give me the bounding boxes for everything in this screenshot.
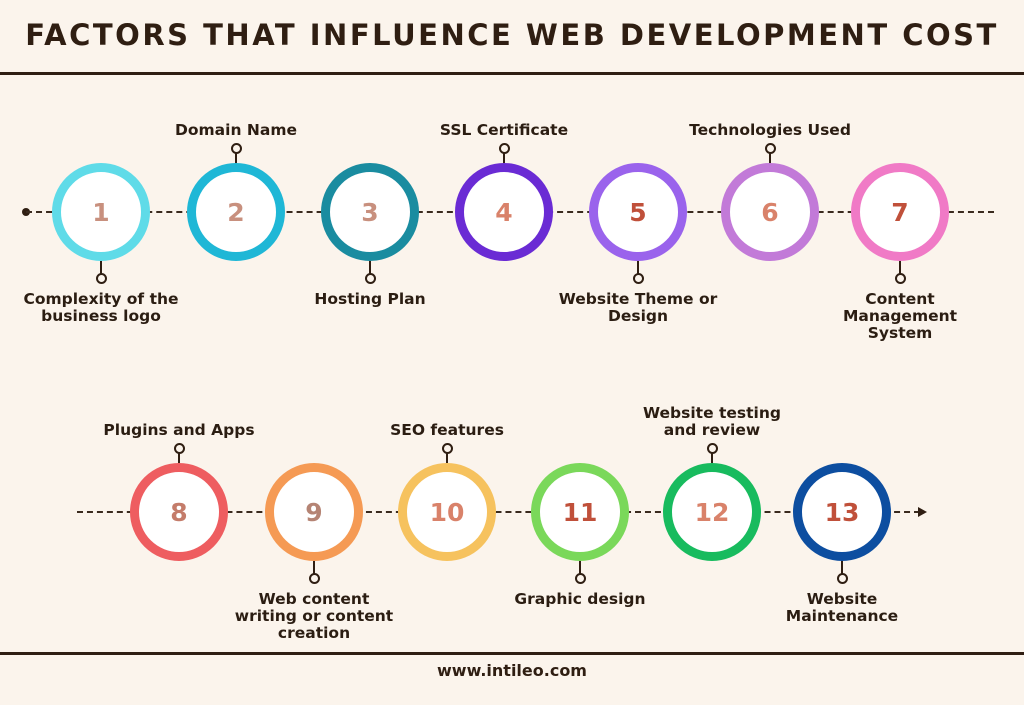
- step-circle-10: 10: [398, 463, 496, 561]
- step-number: 10: [429, 497, 465, 527]
- step-label-7: Content Management System: [842, 290, 958, 342]
- connector-knob: [231, 143, 242, 154]
- step-number: 4: [495, 197, 513, 227]
- bottom-divider: [0, 652, 1024, 655]
- step-label-5: Website Theme or Design: [558, 290, 718, 325]
- step-circle-9: 9: [265, 463, 363, 561]
- connector-knob: [365, 273, 376, 284]
- step-circle-12: 12: [663, 463, 761, 561]
- step-number: 6: [761, 197, 779, 227]
- connector-knob: [174, 443, 185, 454]
- connector-stem: [503, 149, 505, 163]
- connector-knob: [765, 143, 776, 154]
- connector-stem: [841, 561, 843, 575]
- step-label-4: SSL Certificate: [439, 121, 569, 139]
- step-number: 2: [227, 197, 245, 227]
- step-label-3: Hosting Plan: [314, 290, 426, 308]
- step-number: 9: [305, 497, 323, 527]
- infographic-title: FACTORS THAT INFLUENCE WEB DEVELOPMENT C…: [25, 18, 999, 52]
- arrow-head-icon: [918, 507, 927, 517]
- step-label-8: Plugins and Apps: [103, 421, 255, 439]
- connector-stem: [899, 261, 901, 275]
- step-circle-6: 6: [721, 163, 819, 261]
- connector-stem: [235, 149, 237, 163]
- step-number: 13: [824, 497, 860, 527]
- connector-knob: [442, 443, 453, 454]
- step-circle-13: 13: [793, 463, 891, 561]
- step-label-10: SEO features: [390, 421, 504, 439]
- step-label-1: Complexity of the business logo: [23, 290, 179, 325]
- connector-stem: [579, 561, 581, 575]
- step-circle-1: 1: [52, 163, 150, 261]
- step-circle-3: 3: [321, 163, 419, 261]
- step-number: 5: [629, 197, 647, 227]
- connector-knob: [633, 273, 644, 284]
- connector-stem: [100, 261, 102, 275]
- connector-stem: [711, 449, 713, 463]
- connector-stem: [769, 149, 771, 163]
- step-label-12: Website testing and review: [642, 404, 781, 439]
- connector-knob: [309, 573, 320, 584]
- step-circle-2: 2: [187, 163, 285, 261]
- connector-knob: [895, 273, 906, 284]
- step-number: 3: [361, 197, 379, 227]
- connector-knob: [575, 573, 586, 584]
- connector-stem: [446, 449, 448, 463]
- connector-stem: [369, 261, 371, 275]
- step-number: 11: [562, 497, 598, 527]
- connector-knob: [96, 273, 107, 284]
- step-circle-5: 5: [589, 163, 687, 261]
- connector-knob: [499, 143, 510, 154]
- connector-stem: [178, 449, 180, 463]
- step-circle-11: 11: [531, 463, 629, 561]
- step-label-6: Technologies Used: [689, 121, 851, 139]
- top-divider: [0, 72, 1024, 75]
- timeline-connector: [77, 511, 920, 513]
- step-number: 8: [170, 497, 188, 527]
- connector-stem: [313, 561, 315, 575]
- connector-knob: [837, 573, 848, 584]
- step-label-2: Domain Name: [175, 121, 297, 139]
- step-number: 12: [694, 497, 730, 527]
- step-label-9: Web content writing or content creation: [234, 590, 394, 642]
- step-number: 7: [891, 197, 909, 227]
- step-circle-8: 8: [130, 463, 228, 561]
- step-label-13: Website Maintenance: [785, 590, 899, 625]
- connector-stem: [637, 261, 639, 275]
- step-circle-7: 7: [851, 163, 949, 261]
- step-circle-4: 4: [455, 163, 553, 261]
- footer-url: www.intileo.com: [437, 661, 587, 680]
- step-label-11: Graphic design: [514, 590, 646, 608]
- step-number: 1: [92, 197, 110, 227]
- connector-knob: [707, 443, 718, 454]
